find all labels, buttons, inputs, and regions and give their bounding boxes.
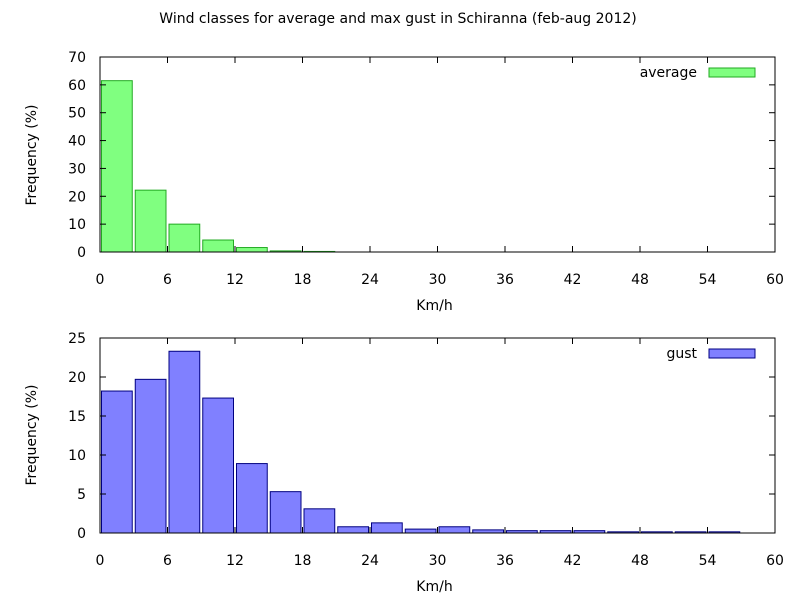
x-tick-label: 42: [564, 553, 582, 569]
bar: [438, 526, 471, 534]
x-tick-label: 36: [496, 272, 514, 288]
bar: [303, 508, 336, 534]
x-tick-label: 12: [226, 553, 244, 569]
bar: [168, 223, 201, 253]
y-tick-label: 20: [68, 189, 86, 205]
chart-title: Wind classes for average and max gust in…: [159, 11, 636, 27]
bar: [371, 522, 403, 534]
x-tick-label: 48: [631, 553, 649, 569]
y-tick-label: 5: [77, 487, 86, 503]
legend-label: gust: [666, 346, 697, 362]
plot-frame: [99, 56, 776, 253]
y-tick-label: 10: [68, 217, 86, 233]
y-tick-label: 60: [68, 78, 86, 94]
chart-panel-1: 0 10 20 30 40 50 60 70 0 6 12 18 24 30 36 42 48 54 60 Km/h F…: [24, 50, 784, 314]
x-tick-label: 12: [226, 272, 244, 288]
y-tick-label: 10: [68, 448, 86, 464]
y-tick-label: 15: [68, 409, 86, 425]
x-tick-label: 24: [361, 553, 379, 569]
x-tick-label: 30: [429, 553, 447, 569]
x-tick-label: 18: [294, 553, 312, 569]
bar: [404, 528, 437, 534]
y-tick-label: 0: [77, 526, 86, 542]
x-tick-label: 30: [429, 272, 447, 288]
x-tick-label: 18: [294, 272, 312, 288]
x-tick-label: 36: [496, 553, 514, 569]
y-tick-label: 70: [68, 50, 86, 66]
legend-swatch: [708, 348, 756, 359]
bar: [101, 390, 133, 534]
chart-panel-2: 0 5 10 15 20 25 0 6 12 18 24 30 36 42 48 54 60 Km/h Freque…: [24, 331, 784, 595]
bar: [269, 491, 302, 534]
x-tick-label: 60: [766, 272, 784, 288]
x-tick-label: 6: [163, 272, 172, 288]
x-tick-label: 54: [699, 272, 717, 288]
x-tick-label: 24: [361, 272, 379, 288]
bar: [101, 80, 133, 253]
x-tick-label: 60: [766, 553, 784, 569]
y-tick-label: 50: [68, 106, 86, 122]
plot-frame: [99, 337, 776, 534]
x-tick-label: 0: [96, 272, 105, 288]
bar: [236, 247, 268, 253]
x-tick-label: 6: [163, 553, 172, 569]
bar: [134, 189, 167, 253]
bar: [134, 378, 167, 534]
y-tick-label: 20: [68, 370, 86, 386]
x-axis-label: Km/h: [416, 579, 452, 595]
bar: [337, 526, 369, 534]
y-tick-label: 25: [68, 331, 86, 347]
y-tick-label: 30: [68, 161, 86, 177]
x-axis-label: Km/h: [416, 298, 452, 314]
legend-label: average: [640, 65, 697, 81]
y-tick-label: 40: [68, 134, 86, 150]
bar: [202, 239, 234, 253]
legend-swatch: [708, 67, 756, 78]
bar: [168, 350, 201, 534]
y-tick-label: 0: [77, 245, 86, 261]
y-axis-label: Frequency (%): [24, 384, 40, 485]
x-tick-label: 48: [631, 272, 649, 288]
bar: [202, 397, 234, 534]
y-axis-label: Frequency (%): [24, 104, 40, 205]
x-tick-label: 0: [96, 553, 105, 569]
bar: [236, 463, 268, 534]
x-tick-label: 54: [699, 553, 717, 569]
x-tick-label: 42: [564, 272, 582, 288]
